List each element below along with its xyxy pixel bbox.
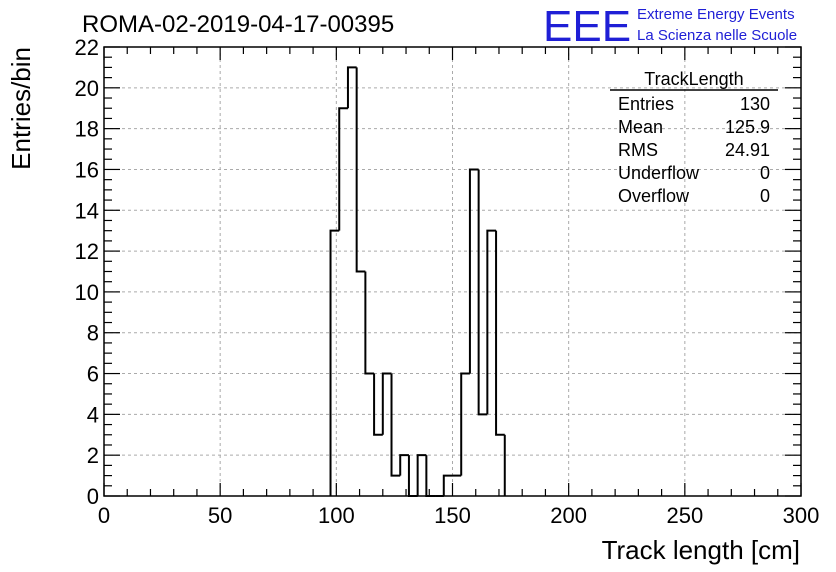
stats-row-value: 24.91	[725, 140, 770, 160]
run-title: ROMA-02-2019-04-17-00395	[82, 11, 394, 38]
histogram-bin	[364, 271, 375, 375]
y-tick-label: 12	[75, 239, 99, 264]
x-tick-label: 250	[666, 503, 703, 528]
histogram-bars	[329, 66, 506, 497]
y-axis-title: Entries/bin	[6, 47, 36, 170]
x-tick-label: 100	[318, 503, 355, 528]
stats-row-label: RMS	[618, 140, 658, 160]
histogram-bin	[425, 455, 436, 497]
histogram-bin	[373, 373, 383, 436]
stats-row-label: Entries	[618, 94, 674, 114]
histogram-bin	[338, 107, 348, 231]
stats-box: TrackLength Entries 130 Mean 125.9 RMS 24.91 U…	[610, 69, 778, 206]
y-tick-label: 22	[75, 35, 99, 60]
stats-row-value: 125.9	[725, 117, 770, 137]
tick-labels: 0 50 100 150 200 250 300 0 2 4 6 8 10 12 14 16 18 20 22	[75, 35, 820, 528]
histogram-bin	[346, 66, 357, 109]
histogram-bin	[329, 229, 340, 496]
stats-row-label: Underflow	[618, 163, 700, 183]
histogram-bin	[399, 454, 409, 476]
x-tick-label: 50	[208, 503, 232, 528]
stats-row-label: Mean	[618, 117, 663, 137]
y-tick-label: 2	[87, 443, 99, 468]
histogram-bin	[486, 229, 497, 415]
y-tick-label: 16	[75, 157, 99, 182]
x-tick-label: 300	[783, 503, 820, 528]
grid-lines	[104, 47, 801, 496]
y-tick-label: 10	[75, 280, 99, 305]
y-tick-label: 4	[87, 402, 99, 427]
y-tick-label: 18	[75, 117, 99, 142]
eee-tagline-2: La Scienza nelle Scuole	[637, 27, 797, 44]
x-axis-title: Track length [cm]	[602, 535, 800, 565]
histogram-bin	[477, 169, 488, 416]
y-tick-label: 0	[87, 484, 99, 509]
histogram-bin	[495, 230, 505, 436]
x-tick-label: 0	[98, 503, 110, 528]
x-tick-label: 150	[434, 503, 471, 528]
x-tick-label: 200	[550, 503, 587, 528]
eee-logo: EEE Extreme Energy Events La Scienza nel…	[543, 2, 797, 51]
eee-logo-text: EEE	[543, 2, 631, 51]
eee-tagline-1: Extreme Energy Events	[637, 6, 795, 23]
y-tick-label: 8	[87, 321, 99, 346]
histogram-bin	[468, 168, 479, 374]
histogram-bin	[416, 454, 427, 496]
histogram-bin	[390, 373, 401, 477]
y-tick-label: 6	[87, 362, 99, 387]
stats-row-value: 130	[740, 94, 770, 114]
stats-box-title: TrackLength	[644, 69, 743, 89]
stats-row-value: 0	[760, 186, 770, 206]
stats-rows: Entries 130 Mean 125.9 RMS 24.91 Underflow 0 Ove…	[618, 94, 770, 206]
stats-row-label: Overflow	[618, 186, 690, 206]
stats-row-value: 0	[760, 163, 770, 183]
histogram-bin	[355, 67, 366, 273]
y-tick-label: 20	[75, 76, 99, 101]
plot-frame	[103, 46, 802, 497]
histogram-bin	[442, 474, 453, 496]
y-tick-label: 14	[75, 198, 99, 223]
histogram-bin	[407, 455, 418, 497]
histogram-bin	[460, 372, 470, 476]
histogram-bin	[381, 372, 392, 435]
